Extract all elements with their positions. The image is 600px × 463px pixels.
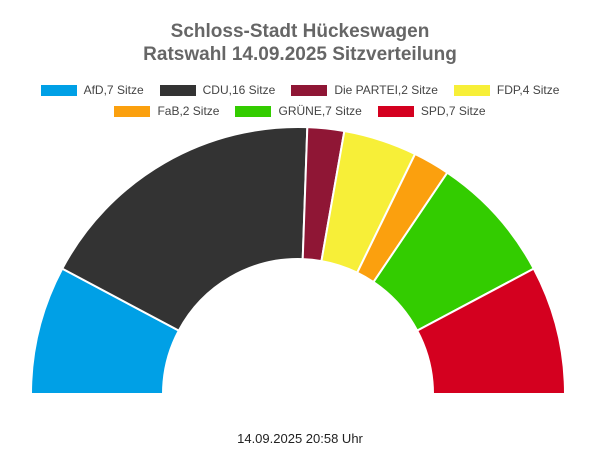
legend-label: GRÜNE,7 Sitze xyxy=(278,104,362,118)
legend-swatch xyxy=(377,105,414,117)
legend-swatch xyxy=(159,84,196,96)
legend-item-afd[interactable]: AfD,7 Sitze xyxy=(40,83,144,97)
seat-segment-cdu[interactable] xyxy=(61,126,309,332)
timestamp: 14.09.2025 20:58 Uhr xyxy=(237,431,363,446)
legend-row-2: FaB,2 Sitze GRÜNE,7 Sitze SPD,7 Sitze xyxy=(0,104,600,118)
seat-segment-spd[interactable] xyxy=(416,267,566,395)
legend-row-1: AfD,7 Sitze CDU,16 Sitze Die PARTEI,2 Sitz… xyxy=(0,83,600,97)
legend-label: Die PARTEI,2 Sitze xyxy=(334,83,438,97)
legend-label: FaB,2 Sitze xyxy=(157,104,220,118)
legend-swatch xyxy=(235,105,272,117)
chart-title: Schloss-Stadt Hückeswagen xyxy=(170,21,430,42)
legend-item-spd[interactable]: SPD,7 Sitze xyxy=(377,104,486,118)
legend-label: SPD,7 Sitze xyxy=(420,104,486,118)
legend-item-fdp[interactable]: FDP,4 Sitze xyxy=(453,83,560,97)
legend-label: FDP,4 Sitze xyxy=(496,83,560,97)
legend-item-cdu[interactable]: CDU,16 Sitze xyxy=(159,83,276,97)
legend-item-fab[interactable]: FaB,2 Sitze xyxy=(114,104,219,118)
legend-item-grüne[interactable]: GRÜNE,7 Sitze xyxy=(235,104,362,118)
legend-item-die-partei[interactable]: Die PARTEI,2 Sitze xyxy=(291,83,438,97)
chart-subtitle: Ratswahl 14.09.2025 Sitzverteilung xyxy=(143,44,457,65)
legend-swatch xyxy=(453,84,490,96)
legend-label: AfD,7 Sitze xyxy=(83,83,144,97)
legend-swatch xyxy=(40,84,77,96)
legend-label: CDU,16 Sitze xyxy=(202,83,276,97)
legend-swatch xyxy=(114,105,151,117)
legend-swatch xyxy=(291,84,328,96)
